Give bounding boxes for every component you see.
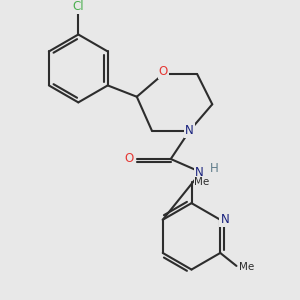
Text: Cl: Cl — [73, 0, 84, 14]
Text: Me: Me — [239, 262, 255, 272]
Text: N: N — [195, 166, 203, 179]
Text: N: N — [185, 124, 194, 137]
Text: N: N — [220, 213, 229, 226]
Text: O: O — [124, 152, 134, 166]
Text: Me: Me — [194, 177, 210, 187]
Text: O: O — [159, 64, 168, 78]
Text: H: H — [210, 162, 218, 175]
